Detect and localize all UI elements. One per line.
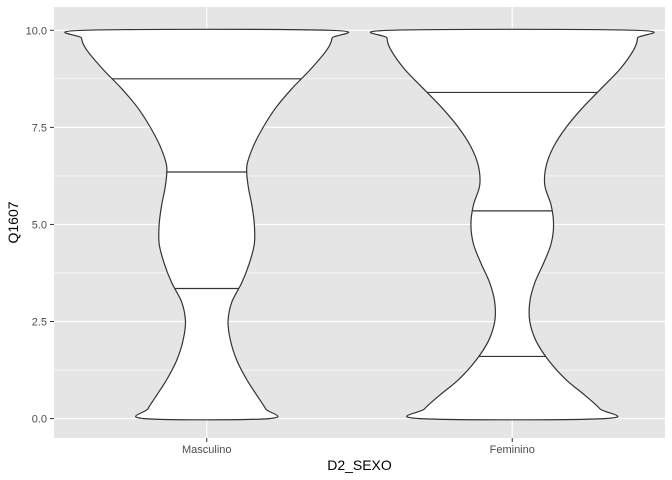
y-tick-label: 7.5 bbox=[32, 122, 47, 134]
axes: 0.0 2.5 5.0 7.5 10.0 Masculino Feminino bbox=[26, 25, 535, 456]
violin-feminino bbox=[370, 28, 655, 421]
y-axis-title: Q1607 bbox=[5, 201, 21, 243]
violin-masculino bbox=[64, 28, 349, 421]
x-tick-label: Feminino bbox=[490, 444, 535, 456]
violins bbox=[64, 28, 655, 421]
y-tick-label: 2.5 bbox=[32, 317, 47, 329]
y-tick-label: 0.0 bbox=[32, 414, 47, 426]
y-tick-label: 5.0 bbox=[32, 219, 47, 231]
x-tick-label: Masculino bbox=[182, 444, 232, 456]
y-tick-label: 10.0 bbox=[26, 25, 47, 37]
x-axis-title: D2_SEXO bbox=[327, 457, 392, 473]
